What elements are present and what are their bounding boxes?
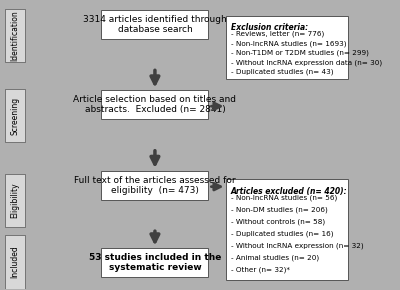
FancyBboxPatch shape bbox=[226, 16, 348, 79]
Text: Articles excluded (n= 420):: Articles excluded (n= 420): bbox=[231, 187, 347, 196]
Text: - Duplicated studies (n= 16): - Duplicated studies (n= 16) bbox=[231, 231, 333, 237]
FancyBboxPatch shape bbox=[5, 174, 24, 227]
Text: Article selection based on titles and
abstracts.  Excluded (n= 2841): Article selection based on titles and ab… bbox=[74, 95, 236, 115]
Text: - Without lncRNA expression data (n= 30): - Without lncRNA expression data (n= 30) bbox=[231, 59, 382, 66]
Text: Screening: Screening bbox=[10, 97, 19, 135]
Text: - Other (n= 32)*: - Other (n= 32)* bbox=[231, 267, 290, 273]
FancyBboxPatch shape bbox=[101, 171, 208, 200]
FancyBboxPatch shape bbox=[101, 249, 208, 277]
Text: Included: Included bbox=[10, 246, 19, 278]
Text: - Without controls (n= 58): - Without controls (n= 58) bbox=[231, 219, 325, 225]
Text: Eligibility: Eligibility bbox=[10, 182, 19, 218]
Text: Identification: Identification bbox=[10, 10, 19, 61]
Text: 53 studies included in the
systematic review: 53 studies included in the systematic re… bbox=[89, 253, 221, 273]
Text: - Animal studies (n= 20): - Animal studies (n= 20) bbox=[231, 255, 319, 261]
Text: - Non-DM studies (n= 206): - Non-DM studies (n= 206) bbox=[231, 207, 327, 213]
Text: - Duplicated studies (n= 43): - Duplicated studies (n= 43) bbox=[231, 69, 333, 75]
Text: - Non-lncRNA studies (n= 56): - Non-lncRNA studies (n= 56) bbox=[231, 195, 337, 201]
FancyBboxPatch shape bbox=[5, 235, 24, 289]
Text: - Non-T1DM or T2DM studies (n= 299): - Non-T1DM or T2DM studies (n= 299) bbox=[231, 50, 368, 57]
FancyBboxPatch shape bbox=[5, 89, 24, 142]
Text: - Reviews, letter (n= 776): - Reviews, letter (n= 776) bbox=[231, 31, 324, 37]
Text: 3314 articles identified through
database search: 3314 articles identified through databas… bbox=[83, 15, 227, 34]
FancyBboxPatch shape bbox=[226, 180, 348, 280]
Text: - Without lncRNA expression (n= 32): - Without lncRNA expression (n= 32) bbox=[231, 243, 363, 249]
Text: Exclusion criteria:: Exclusion criteria: bbox=[231, 23, 308, 32]
Text: Full text of the articles assessed for
eligibility  (n= 473): Full text of the articles assessed for e… bbox=[74, 175, 236, 195]
FancyBboxPatch shape bbox=[101, 90, 208, 119]
FancyBboxPatch shape bbox=[5, 9, 24, 62]
FancyBboxPatch shape bbox=[101, 10, 208, 39]
Text: - Non-lncRNA studies (n= 1693): - Non-lncRNA studies (n= 1693) bbox=[231, 41, 346, 47]
